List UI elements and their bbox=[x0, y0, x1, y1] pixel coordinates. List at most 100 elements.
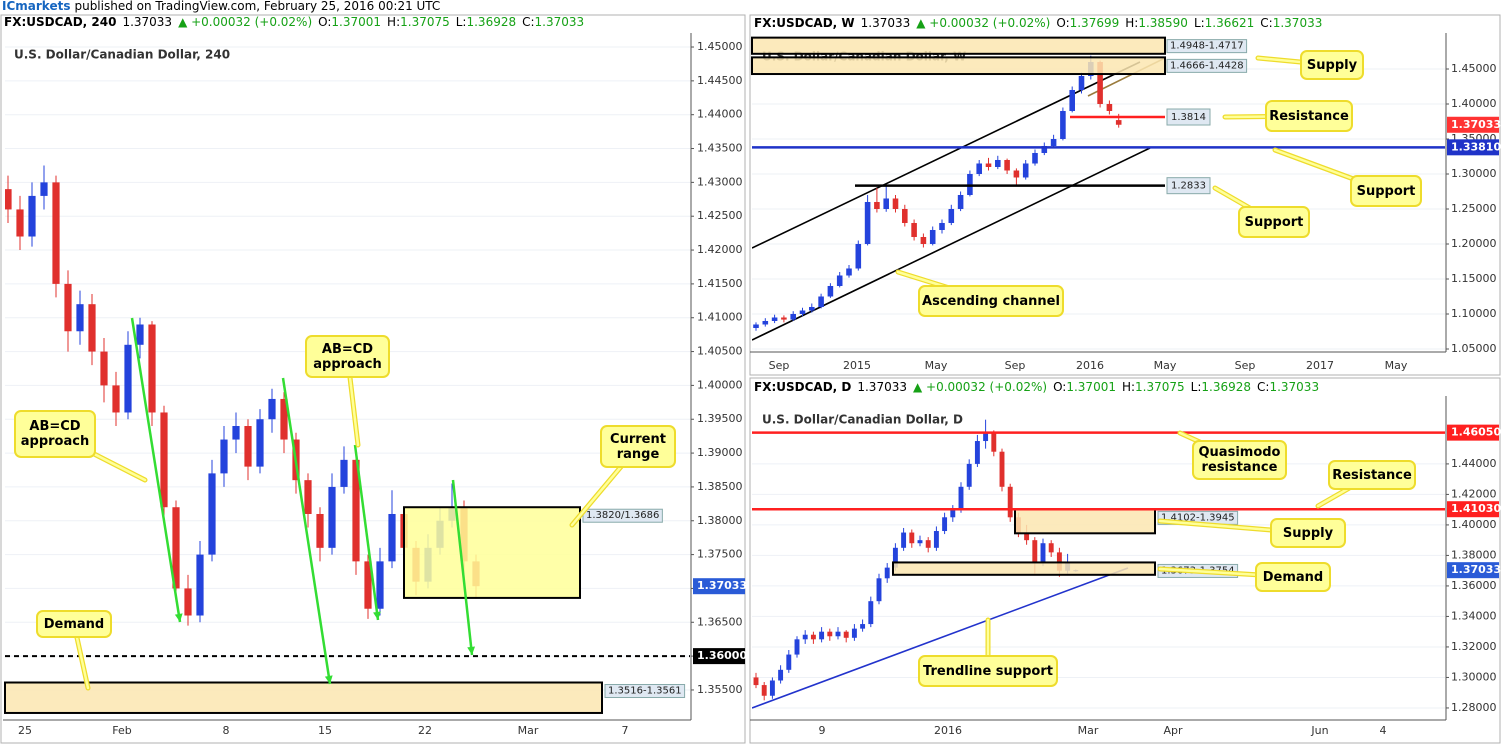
y-tick-label: 1.37500 bbox=[697, 548, 743, 561]
candle-body bbox=[851, 628, 857, 638]
price-label: 1.37033 bbox=[1451, 118, 1501, 131]
y-tick-label: 1.38500 bbox=[697, 480, 743, 493]
ohlc-value: 1.37001 bbox=[1066, 380, 1116, 394]
candle-body bbox=[939, 222, 945, 230]
zone-label: 1.3820/1.3686 bbox=[586, 510, 659, 521]
candle-body bbox=[827, 631, 833, 637]
change: ▲ +0.00032 (+0.02%) bbox=[912, 380, 1048, 394]
arrow bbox=[130, 317, 182, 623]
arrow-head bbox=[174, 613, 183, 622]
ohlc-value: 1.37033 bbox=[1269, 380, 1320, 394]
y-tick-label: 1.44000 bbox=[1451, 457, 1497, 470]
candle-body bbox=[781, 317, 787, 320]
price-label-box bbox=[1447, 116, 1499, 133]
published: published on TradingView.com, February 2… bbox=[74, 0, 441, 13]
candle-body bbox=[901, 532, 907, 548]
level-label: 1.46050 bbox=[1451, 426, 1501, 439]
zone-label-box bbox=[604, 684, 686, 699]
x-tick-label: 2015 bbox=[843, 359, 871, 372]
candle-body bbox=[786, 654, 792, 670]
price-label-box bbox=[693, 578, 745, 595]
trend-line bbox=[752, 147, 1151, 341]
zone-label: 1.3516-1.3561 bbox=[608, 686, 682, 697]
candle-body bbox=[136, 324, 144, 345]
candle-body bbox=[64, 283, 72, 332]
last-price: 1.37033 bbox=[122, 15, 173, 29]
candle-body bbox=[902, 208, 908, 223]
chart-header: FX:USDCAD, W 1.37033 ▲ +0.00032 (+0.02%) O:… bbox=[754, 15, 1328, 31]
level-label-box bbox=[693, 648, 745, 665]
candle-body bbox=[925, 540, 931, 548]
ohlc-key: C: bbox=[522, 15, 535, 29]
candle-body bbox=[1004, 159, 1010, 171]
candle-body bbox=[794, 639, 800, 655]
candle-body bbox=[958, 486, 964, 510]
y-tick-label: 1.38000 bbox=[697, 514, 743, 527]
level-label: 1.3814 bbox=[1171, 112, 1206, 123]
candle-body bbox=[810, 634, 816, 640]
candle-body bbox=[1115, 120, 1122, 125]
candle-body bbox=[1032, 540, 1038, 564]
y-tick-label: 1.28000 bbox=[1451, 701, 1497, 714]
zone-label: 1.4666-1.4428 bbox=[1170, 60, 1244, 71]
level-label-box bbox=[1166, 108, 1211, 126]
ohlc-value: 1.36928 bbox=[1201, 380, 1252, 394]
candle-body bbox=[802, 634, 808, 640]
chart-header: FX:USDCAD, D 1.37033 ▲ +0.00032 (+0.02%) O:… bbox=[754, 379, 1325, 395]
y-tick-label: 1.41000 bbox=[697, 311, 743, 324]
arrow bbox=[281, 377, 332, 685]
x-tick-label: Mar bbox=[1078, 724, 1099, 737]
callout: Trendline support bbox=[918, 655, 1058, 687]
candle-body bbox=[1106, 103, 1113, 111]
candle-body bbox=[352, 459, 360, 562]
y-tick-label: 1.10000 bbox=[1451, 307, 1497, 320]
candle-body bbox=[208, 473, 216, 555]
callout: Supply bbox=[1270, 518, 1346, 548]
ohlc-value: 1.37075 bbox=[1135, 380, 1185, 394]
publisher-line: ICmarkets published on TradingView.com, F… bbox=[2, 0, 440, 13]
candle-body bbox=[124, 344, 132, 413]
x-tick-label: 2017 bbox=[1306, 359, 1334, 372]
level-label-box bbox=[1447, 501, 1499, 518]
candle-body bbox=[1024, 532, 1030, 541]
last-price: 1.37033 bbox=[857, 380, 907, 394]
ohlc-key: L: bbox=[1193, 16, 1205, 30]
candle-body bbox=[196, 554, 204, 616]
candle-body bbox=[983, 433, 989, 442]
ohlc-key: H: bbox=[1121, 380, 1136, 394]
ohlc-key: H: bbox=[1125, 16, 1139, 30]
zone-label: 1.4948-1.4717 bbox=[1170, 41, 1244, 52]
ohlc-value: 1.37699 bbox=[1069, 16, 1120, 30]
callout: Support bbox=[1238, 206, 1310, 238]
candle-body bbox=[172, 507, 180, 589]
candle-body bbox=[1007, 486, 1013, 518]
y-tick-label: 1.15000 bbox=[1451, 272, 1497, 285]
ohlc-value: 1.36621 bbox=[1204, 16, 1255, 30]
callout: Ascending channel bbox=[918, 285, 1064, 317]
ohlc-key: O: bbox=[1056, 16, 1070, 30]
symbol: FX:USDCAD, W bbox=[754, 16, 855, 30]
ohlc-value: 1.38590 bbox=[1138, 16, 1188, 30]
candle-body bbox=[892, 547, 898, 568]
candle-body bbox=[304, 480, 312, 514]
y-tick-label: 1.36000 bbox=[1451, 579, 1497, 592]
candle-body bbox=[16, 209, 24, 237]
candle-body bbox=[1032, 152, 1038, 164]
ohlc-value: 1.37033 bbox=[1272, 16, 1323, 30]
callout: Demand bbox=[36, 610, 112, 638]
candle-body bbox=[220, 439, 228, 474]
x-tick-label: 15 bbox=[318, 724, 332, 737]
candle-body bbox=[40, 182, 48, 196]
candle-body bbox=[1097, 61, 1103, 104]
symbol: FX:USDCAD, 240 bbox=[4, 15, 117, 29]
level-label: 1.36000 bbox=[697, 649, 747, 662]
candle-body bbox=[874, 201, 880, 209]
candle-body bbox=[256, 419, 264, 467]
candle-body bbox=[364, 561, 372, 609]
callout: Support bbox=[1350, 175, 1422, 207]
arrow bbox=[353, 444, 380, 621]
zone bbox=[751, 36, 1166, 55]
callout: Demand bbox=[1255, 562, 1331, 592]
y-tick-label: 1.42000 bbox=[697, 243, 743, 256]
